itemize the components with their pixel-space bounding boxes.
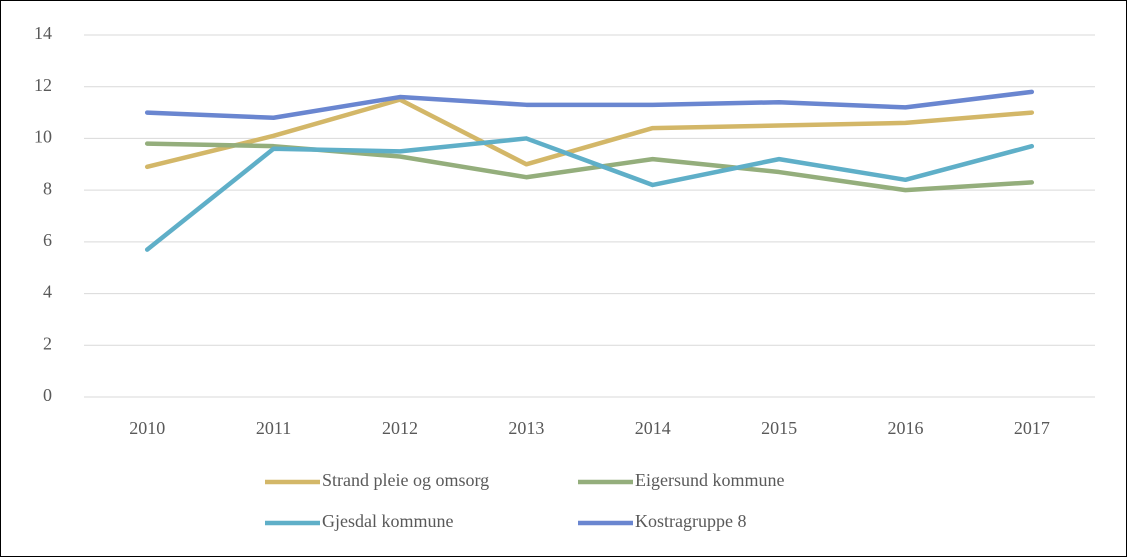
y-tick-label: 2	[43, 333, 52, 353]
legend-label: Gjesdal kommune	[322, 511, 453, 531]
y-tick-label: 6	[43, 230, 52, 250]
y-tick-label: 8	[43, 178, 52, 198]
legend-label: Strand pleie og omsorg	[322, 470, 489, 490]
y-tick-label: 0	[43, 385, 52, 405]
x-tick-label: 2012	[382, 418, 418, 438]
series-line	[144, 89, 1035, 120]
y-tick-label: 14	[34, 23, 52, 43]
legend-label: Eigersund kommune	[635, 470, 784, 490]
x-tick-label: 2011	[256, 418, 291, 438]
series-line	[144, 97, 1035, 170]
x-tick-label: 2016	[887, 418, 923, 438]
x-tick-label: 2017	[1014, 418, 1050, 438]
x-tick-label: 2010	[129, 418, 165, 438]
x-tick-label: 2013	[508, 418, 544, 438]
series-line	[144, 136, 1035, 252]
y-tick-label: 10	[34, 127, 52, 147]
x-tick-label: 2014	[635, 418, 671, 438]
x-tick-label: 2015	[761, 418, 797, 438]
legend-label: Kostragruppe 8	[635, 511, 746, 531]
y-tick-label: 12	[34, 75, 52, 95]
y-tick-label: 4	[43, 282, 52, 302]
